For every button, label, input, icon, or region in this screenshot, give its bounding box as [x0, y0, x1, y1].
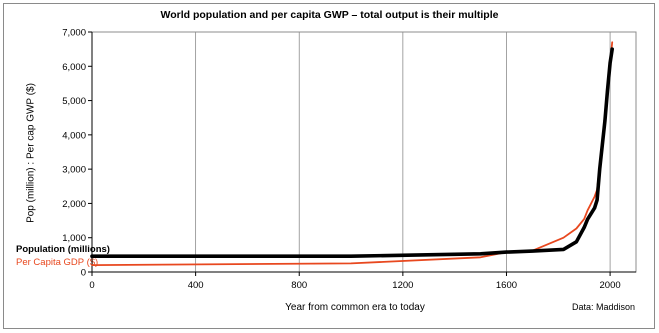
y-tick-label-0: 0: [81, 268, 86, 279]
x-tick-label-0: 0: [89, 280, 94, 291]
x-tick-label-4: 1600: [496, 280, 517, 291]
y-tick-label-6: 6,000: [62, 62, 86, 73]
chart-title: World population and per capita GWP – to…: [160, 9, 499, 21]
plot-border: [91, 31, 637, 273]
x-tick-label-5: 2000: [600, 280, 621, 291]
y-tick-label-4: 4,000: [62, 130, 86, 141]
x-tick-label-2: 800: [291, 280, 307, 291]
y-tick-label-1: 1,000: [62, 233, 86, 244]
y-tick-label-3: 3,000: [62, 165, 86, 176]
x-tick-label-3: 1200: [392, 280, 413, 291]
x-axis-label: Year from common era to today: [285, 302, 425, 313]
legend-population: Population (millions): [16, 244, 110, 255]
y-tick-label-2: 2,000: [62, 199, 86, 210]
y-tick-label-5: 5,000: [62, 96, 86, 107]
y-tick-label-7: 7,000: [62, 28, 86, 39]
source-note: Data: Maddison: [571, 302, 635, 312]
chart-frame: [3, 3, 655, 329]
x-tick-label-1: 400: [188, 280, 204, 291]
legend-per-capita-gdp: Per Capita GDP ($): [16, 257, 99, 268]
series-line-per-capita-gdp: [91, 41, 614, 267]
series-line-population: [90, 47, 615, 259]
